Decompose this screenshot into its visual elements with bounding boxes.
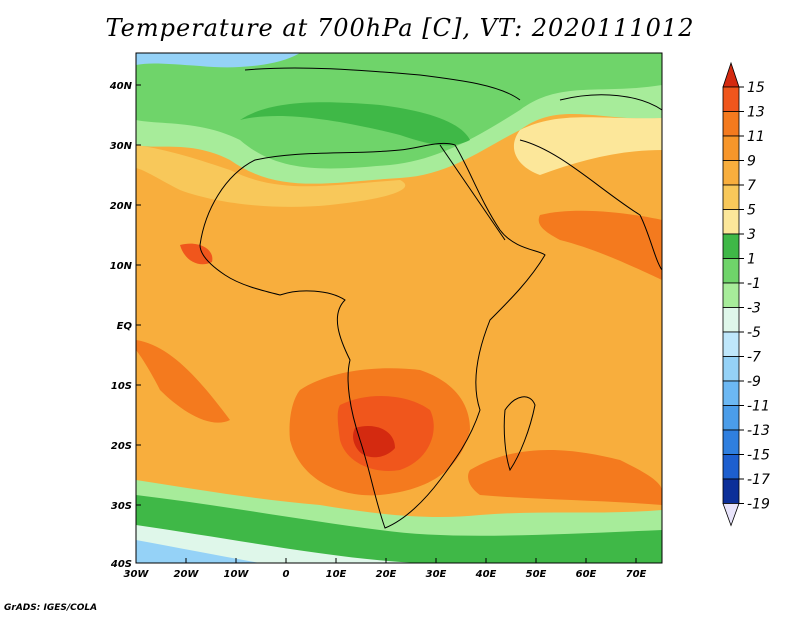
colorbar-label: 15	[747, 80, 765, 96]
colorbar-segment	[722, 282, 740, 308]
lat-tick-label: 30S	[111, 501, 132, 512]
plot-frame	[135, 52, 663, 564]
colorbar-label: -19	[747, 497, 770, 513]
colorbar-segment	[722, 307, 740, 333]
colorbar-label: 13	[747, 105, 765, 121]
colorbar-segment	[722, 405, 740, 431]
colorbar-segment	[722, 478, 740, 504]
lat-tick-label: 10S	[111, 381, 132, 392]
colorbar-segment	[722, 331, 740, 357]
colorbar-label: -11	[747, 399, 770, 415]
colorbar-segment	[722, 454, 740, 480]
colorbar-label: 1	[747, 252, 756, 268]
colorbar-segment	[722, 429, 740, 455]
colorbar-top-arrow	[722, 61, 740, 88]
colorbar-segment	[722, 160, 740, 186]
colorbar-segment	[722, 111, 740, 137]
lon-tick-label: 20E	[376, 569, 397, 580]
colorbar-segment	[722, 356, 740, 382]
credit-text: GrADS: IGES/COLA	[4, 603, 98, 613]
colorbar-bottom-arrow	[722, 503, 740, 527]
lon-tick-label: 30E	[426, 569, 447, 580]
colorbar-label: 11	[747, 129, 765, 145]
colorbar-segment	[722, 86, 740, 112]
lat-tick-label: 10N	[110, 261, 133, 272]
temperature-field	[136, 53, 662, 563]
latitude-axis: 40N 30N 20N 10N EQ 10S 20S 30S 40S	[109, 81, 141, 570]
map-title: Temperature at 700hPa [C], VT: 202011101…	[105, 14, 695, 42]
colorbar-label: 9	[747, 154, 756, 170]
colorbar-label: 7	[747, 178, 756, 194]
colorbar-segment	[722, 380, 740, 406]
colorbar-label: 5	[747, 203, 756, 219]
colorbar-label: -5	[747, 325, 761, 341]
lat-tick-label: 30N	[110, 141, 133, 152]
colorbar-label: -3	[747, 301, 761, 317]
colorbar-label: -17	[747, 472, 770, 488]
lon-tick-label: 50E	[526, 569, 547, 580]
colorbar-label: -7	[747, 350, 761, 366]
colorbar-segment	[722, 258, 740, 284]
colorbar-segment	[722, 135, 740, 161]
lat-tick-label: 20N	[110, 201, 133, 212]
colorbar: 15 13 11 9 7 5 3 1 -1 -3 -5 -7 -9 -11 -13 -15 -17 -19	[722, 61, 770, 527]
lon-tick-label: 10E	[326, 569, 347, 580]
lon-tick-label: 60E	[576, 569, 597, 580]
longitude-axis: 30W 20W 10W 0 10E 20E 30E 40E 50E 60E 70E	[124, 558, 647, 580]
lon-tick-label: 40E	[475, 569, 497, 580]
lon-tick-label: 30W	[124, 569, 150, 580]
lon-tick-label: 70E	[626, 569, 647, 580]
lon-tick-label: 10W	[224, 569, 250, 580]
colorbar-label: -13	[747, 423, 770, 439]
lat-tick-label: 40N	[109, 81, 133, 92]
lat-tick-label: 40S	[110, 559, 132, 570]
colorbar-label: -9	[747, 374, 761, 390]
lon-tick-label: 20W	[174, 569, 200, 580]
coastlines	[199, 67, 662, 529]
colorbar-segment	[722, 209, 740, 235]
lat-tick-label: EQ	[117, 321, 133, 332]
lat-tick-label: 20S	[111, 441, 132, 452]
colorbar-label: 3	[747, 227, 756, 243]
colorbar-segment	[722, 184, 740, 210]
lon-tick-label: 0	[283, 569, 290, 580]
colorbar-label: -1	[747, 276, 761, 292]
colorbar-segment	[722, 233, 740, 259]
colorbar-label: -15	[747, 448, 770, 464]
